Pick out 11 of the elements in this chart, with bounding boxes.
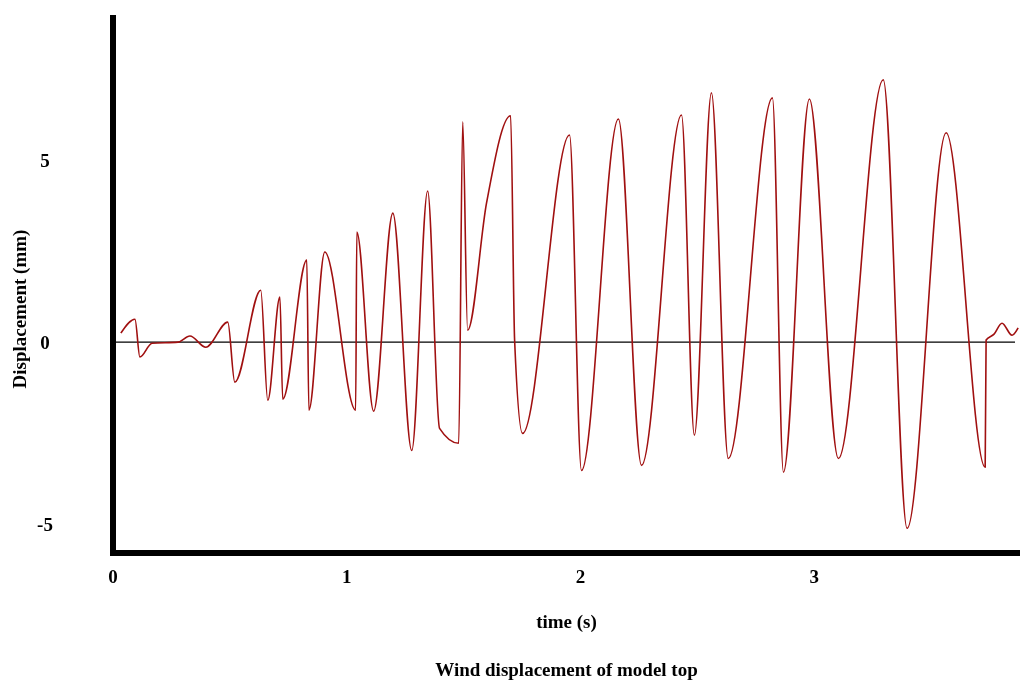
y-axis-title: Displacement (mm) xyxy=(9,229,31,389)
text: Wind displacement of model top xyxy=(435,659,698,680)
x-tick-label: 2 xyxy=(575,566,586,587)
y-tick-label: 0 xyxy=(40,331,50,353)
x-tick-label: 1 xyxy=(342,566,352,587)
x-tick-label: 3 xyxy=(809,566,820,587)
x-axis-title: time (s) xyxy=(536,611,597,633)
x-tick-label: 0 xyxy=(108,566,118,587)
y-tick-label: -5 xyxy=(37,513,53,535)
y-tick-label: 5 xyxy=(40,150,50,172)
line-series xyxy=(120,78,1019,530)
